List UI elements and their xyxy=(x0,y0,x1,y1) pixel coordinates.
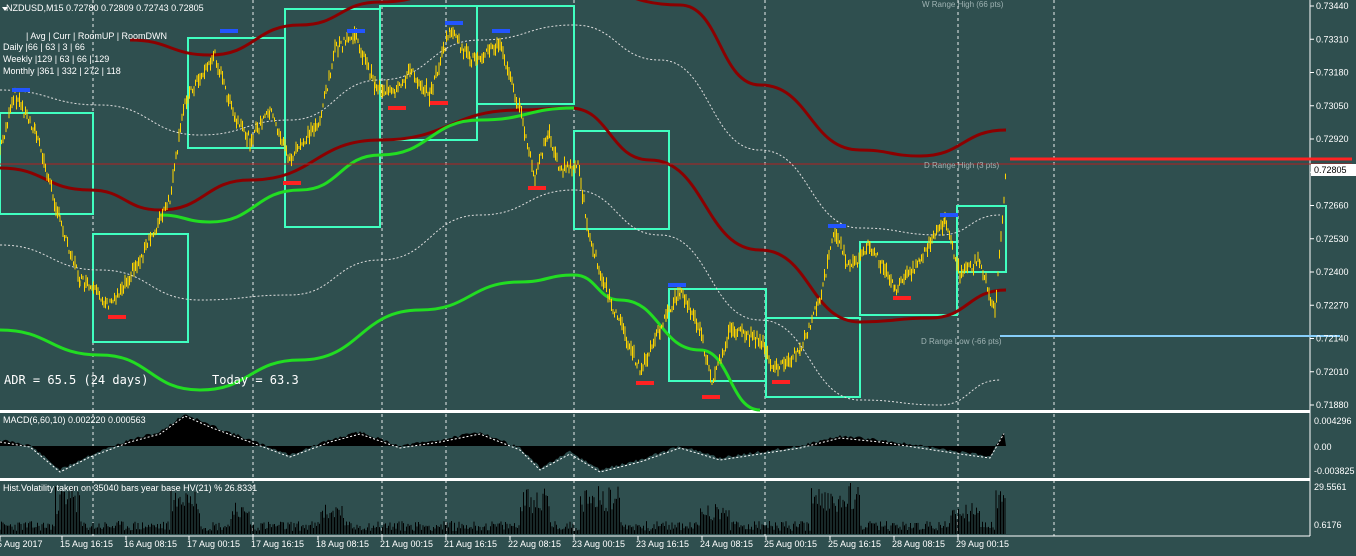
time-tick-label: 25 Aug 16:15 xyxy=(828,539,881,549)
info-monthly: Monthly |361 | 332 | 272 | 118 xyxy=(3,66,121,76)
swing-low-marker xyxy=(893,296,911,300)
macd-label: MACD(6,60,10) 0.002220 0.000563 xyxy=(3,415,146,425)
swing-low-marker xyxy=(702,395,720,399)
main-price-panel[interactable] xyxy=(0,0,1310,410)
time-tick-label: 23 Aug 00:15 xyxy=(572,539,625,549)
time-tick-label: 17 Aug 00:15 xyxy=(187,539,240,549)
price-tick-label: 0.72920 xyxy=(1316,134,1349,144)
macd-tick-bottom: -0.003825 xyxy=(1314,466,1355,476)
swing-high-marker xyxy=(940,213,958,217)
time-tick-label: 21 Aug 00:15 xyxy=(380,539,433,549)
info-header: | Avg | Curr | RoomUP | RoomDWN xyxy=(26,31,167,41)
envelope-upper xyxy=(0,24,1001,236)
swing-markers xyxy=(12,21,958,399)
volatility-tick-bottom: 0.6176 xyxy=(1314,520,1342,530)
price-tick-label: 0.72270 xyxy=(1316,300,1349,310)
time-tick-label: 29 Aug 00:15 xyxy=(956,539,1009,549)
chart-symbol-line: NZDUSD,M15 0.72780 0.72809 0.72743 0.728… xyxy=(6,3,204,13)
price-axis[interactable]: 0.734400.733100.731800.730500.729200.727… xyxy=(1310,1,1349,410)
swing-high-marker xyxy=(445,21,463,25)
swing-low-marker xyxy=(636,381,654,385)
panel-divider xyxy=(0,410,1310,413)
envelope-lower xyxy=(0,189,1001,406)
price-tick-label: 0.72400 xyxy=(1316,267,1349,277)
d-range-low-label: D Range Low (-66 pts) xyxy=(921,337,1002,346)
price-tick-label: 0.71880 xyxy=(1316,400,1349,410)
price-tick-label: 0.73310 xyxy=(1316,34,1349,44)
price-tick-label: 0.72140 xyxy=(1316,334,1349,344)
macd-tick-top: 0.004296 xyxy=(1314,416,1352,426)
swing-low-marker xyxy=(430,101,448,105)
panel-divider xyxy=(0,478,1310,481)
info-weekly: Weekly |129 | 63 | 66 | 129 xyxy=(3,54,109,64)
swing-high-marker xyxy=(220,29,238,33)
volatility-histogram xyxy=(0,483,1006,534)
time-tick-label: 22 Aug 08:15 xyxy=(508,539,561,549)
time-tick-label: 16 Aug 08:15 xyxy=(124,539,177,549)
time-tick-label: 15 Aug 2017 xyxy=(0,539,43,549)
time-tick-label: 21 Aug 16:15 xyxy=(444,539,497,549)
adr-label: ADR = 65.5 (24 days) xyxy=(4,373,149,387)
time-tick-label: 24 Aug 08:15 xyxy=(700,539,753,549)
d-range-high-label: D Range High (3 pts) xyxy=(924,161,999,170)
swing-high-marker xyxy=(828,224,846,228)
swing-high-marker xyxy=(668,283,686,287)
range-boxes xyxy=(0,5,1007,398)
range-box xyxy=(859,241,958,316)
time-tick-label: 17 Aug 16:15 xyxy=(251,539,304,549)
price-tick-label: 0.72530 xyxy=(1316,234,1349,244)
time-tick-label: 15 Aug 16:15 xyxy=(60,539,113,549)
price-tick-label: 0.73180 xyxy=(1316,68,1349,78)
range-box xyxy=(573,130,670,230)
price-tick-label: 0.73050 xyxy=(1316,101,1349,111)
swing-low-marker xyxy=(528,186,546,190)
range-box xyxy=(956,205,1007,273)
w-range-high-label: W Range High (66 pts) xyxy=(922,0,1004,9)
moving-average-green-lower xyxy=(0,273,761,412)
swing-high-marker xyxy=(12,88,30,92)
today-label: Today = 63.3 xyxy=(212,373,299,387)
volatility-panel[interactable] xyxy=(0,481,1310,536)
swing-high-marker xyxy=(347,29,365,33)
volatility-label: Hist.Volatility taken on 35040 bars year… xyxy=(3,483,257,493)
time-axis[interactable]: 15 Aug 2017 15 Aug 16:15 16 Aug 08:15 17 Au… xyxy=(0,536,1009,549)
time-tick-label: 28 Aug 08:15 xyxy=(892,539,945,549)
swing-low-marker xyxy=(283,181,301,185)
current-price-value: 0.72805 xyxy=(1314,165,1347,175)
macd-tick-zero: 0.00 xyxy=(1314,442,1332,452)
moving-average-green xyxy=(159,106,575,224)
price-tick-label: 0.73440 xyxy=(1316,1,1349,11)
symbol-dropdown-icon[interactable] xyxy=(2,7,8,11)
price-tick-label: 0.72010 xyxy=(1316,367,1349,377)
current-price-tag xyxy=(1311,164,1356,176)
moving-average-red-upper xyxy=(129,0,1007,158)
time-tick-label: 18 Aug 08:15 xyxy=(316,539,369,549)
volatility-tick-top: 29.5561 xyxy=(1314,482,1347,492)
swing-low-marker xyxy=(108,315,126,319)
price-tick-label: 0.72660 xyxy=(1316,201,1349,211)
time-tick-label: 23 Aug 16:15 xyxy=(636,539,689,549)
swing-high-marker xyxy=(492,29,510,33)
price-candles[interactable] xyxy=(0,26,1006,385)
macd-histogram xyxy=(0,414,1006,471)
time-tick-label: 25 Aug 00:15 xyxy=(764,539,817,549)
swing-low-marker xyxy=(388,106,406,110)
info-daily: Daily |66 | 63 | 3 | 66 xyxy=(3,42,85,52)
swing-low-marker xyxy=(772,380,790,384)
macd-signal-line xyxy=(0,415,1005,473)
